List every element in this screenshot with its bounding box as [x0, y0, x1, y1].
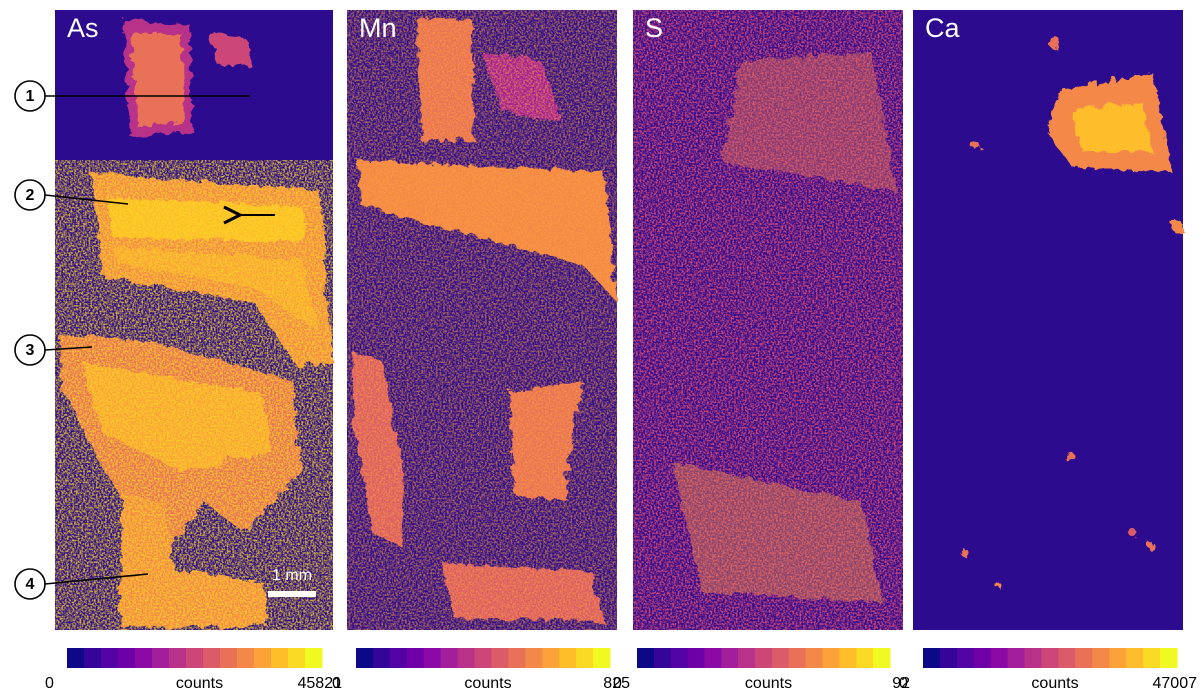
- colorbar-label: counts: [176, 675, 223, 692]
- colorbar-segment: [1160, 648, 1177, 668]
- colorbar-label: counts: [464, 675, 511, 692]
- marker-label: 2: [26, 187, 35, 204]
- colorbar-segment: [271, 648, 289, 668]
- colorbar-segment: [203, 648, 221, 668]
- colorbar-segment: [254, 648, 272, 668]
- colorbar-segment: [186, 648, 204, 668]
- colorbar-segment: [559, 648, 576, 668]
- colorbar-segment: [152, 648, 170, 668]
- panel-label: As: [67, 13, 99, 43]
- figure: 1 mm As0counts45821Mn0counts825S0counts9…: [0, 0, 1203, 694]
- colorbar-segment: [169, 648, 187, 668]
- colorbar-segment: [974, 648, 991, 668]
- panel-label: S: [645, 13, 663, 43]
- colorbar-segment: [220, 648, 238, 668]
- colorbar-min: 0: [332, 675, 341, 692]
- colorbar-segment: [957, 648, 974, 668]
- colorbar-segment: [135, 648, 153, 668]
- colorbar-segment: [940, 648, 957, 668]
- colorbar-min: 0: [613, 675, 622, 692]
- colorbar-label: counts: [745, 675, 792, 692]
- colorbar-segment: [1008, 648, 1025, 668]
- colorbar-segment: [991, 648, 1008, 668]
- s-features: [633, 10, 903, 630]
- colorbar-segment: [1058, 648, 1075, 668]
- colorbar-segment: [424, 648, 441, 668]
- colorbar-min: 0: [899, 675, 908, 692]
- colorbar-segment: [806, 648, 823, 668]
- colorbar-segment: [593, 648, 610, 668]
- colorbar-max: 47007: [1153, 675, 1198, 692]
- colorbar-segment: [688, 648, 705, 668]
- colorbar-segment: [237, 648, 255, 668]
- mn-texture: [347, 10, 617, 630]
- colorbar-segment: [491, 648, 508, 668]
- colorbar-segment: [1109, 648, 1126, 668]
- colorbar-min: 0: [45, 675, 54, 692]
- colorbar-label: counts: [1031, 675, 1078, 692]
- colorbar-segment: [1025, 648, 1042, 668]
- colorbar-segment: [704, 648, 721, 668]
- colorbar-segment: [1042, 648, 1059, 668]
- colorbar-segment: [1075, 648, 1092, 668]
- as-texture: [55, 160, 333, 630]
- colorbar-segment: [373, 648, 390, 668]
- colorbar-segment: [458, 648, 475, 668]
- colorbar-segment: [288, 648, 306, 668]
- colorbar-segment: [1092, 648, 1109, 668]
- colorbar-segment: [84, 648, 102, 668]
- colorbar-segment: [721, 648, 738, 668]
- colorbar-segment: [525, 648, 542, 668]
- marker-label: 4: [26, 576, 35, 593]
- colorbar-segment: [755, 648, 772, 668]
- colorbar-segment: [671, 648, 688, 668]
- colorbar-segment: [508, 648, 525, 668]
- colorbar-segment: [390, 648, 407, 668]
- colorbar-segment: [772, 648, 789, 668]
- colorbar-segment: [654, 648, 671, 668]
- colorbar-segment: [1143, 648, 1160, 668]
- colorbar-segment: [823, 648, 840, 668]
- colorbar-segment: [475, 648, 492, 668]
- panel-label: Ca: [925, 13, 960, 43]
- colorbar-segment: [738, 648, 755, 668]
- marker-label: 1: [26, 88, 35, 105]
- panel-label: Mn: [359, 13, 397, 43]
- colorbar-segment: [1126, 648, 1143, 668]
- colorbar-segment: [576, 648, 593, 668]
- colorbar-segment: [356, 648, 373, 668]
- colorbar-segment: [542, 648, 559, 668]
- colorbar-segment: [118, 648, 136, 668]
- colorbar-segment: [923, 648, 940, 668]
- colorbar-segment: [305, 648, 323, 668]
- colorbar-segment: [407, 648, 424, 668]
- colorbar-segment: [637, 648, 654, 668]
- colorbar-segment: [856, 648, 873, 668]
- colorbar-segment: [101, 648, 119, 668]
- colorbar-segment: [67, 648, 85, 668]
- colorbar-segment: [873, 648, 890, 668]
- colorbar-segment: [789, 648, 806, 668]
- colorbar-segment: [839, 648, 856, 668]
- scale-bar-label: 1 mm: [272, 567, 312, 584]
- marker-label: 3: [26, 342, 35, 359]
- colorbar-segment: [441, 648, 458, 668]
